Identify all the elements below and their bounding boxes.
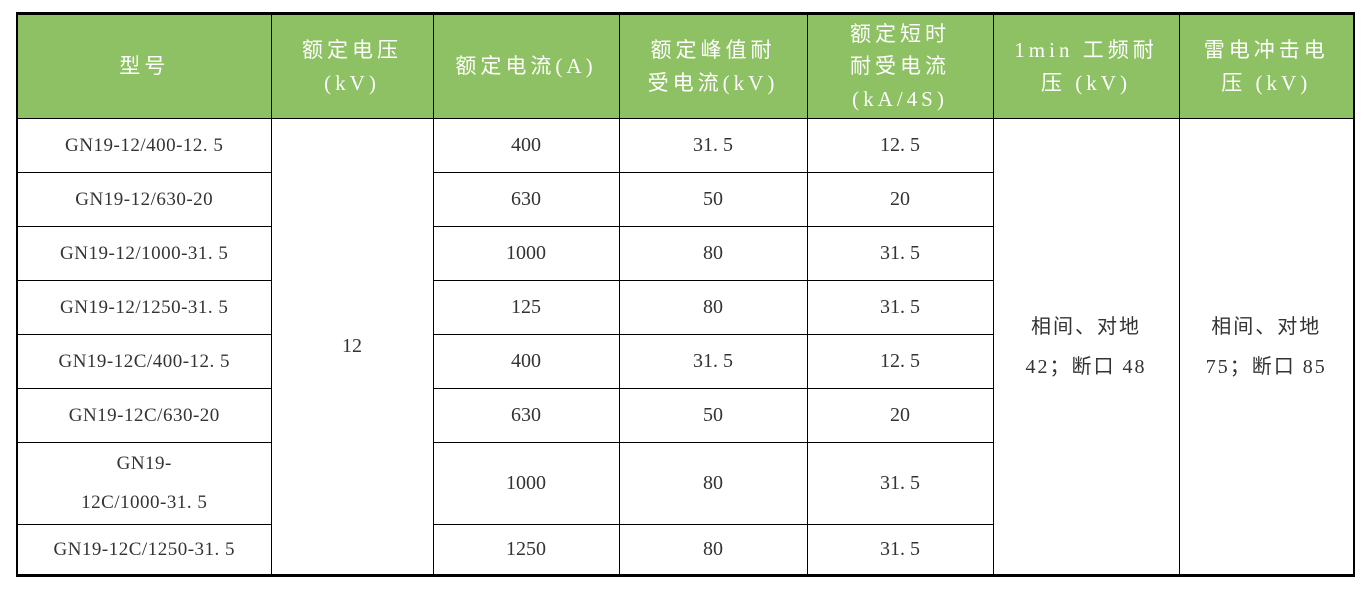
short-time-cell: 31. 5 — [806, 442, 994, 525]
power-frequency-merged-cell: 相间、对地 42；断口 48 — [992, 118, 1180, 576]
current-cell: 400 — [432, 118, 620, 173]
header-model-line: 型号 — [119, 54, 170, 79]
model-cell: GN19-12/1250-31. 5 — [16, 280, 272, 335]
current-cell: 125 — [432, 280, 620, 335]
model-cell: GN19-12C/630-20 — [16, 388, 272, 443]
current-cell: 1000 — [432, 226, 620, 281]
peak-cell: 50 — [618, 388, 808, 443]
model-cell: GN19-12/400-12. 5 — [16, 118, 272, 173]
header-peak-withstand-current: 额定峰值耐 受电流(kV) — [618, 13, 808, 119]
short-time-cell: 31. 5 — [806, 226, 994, 281]
peak-cell: 80 — [618, 524, 808, 576]
peak-cell: 50 — [618, 172, 808, 227]
rated-voltage-merged-cell: 12 — [270, 118, 434, 576]
current-cell: 1250 — [432, 524, 620, 576]
model-cell: GN19-12C/400-12. 5 — [16, 334, 272, 389]
table-row: GN19-12C/400-12. 5 400 31. 5 12. 5 — [16, 334, 1354, 389]
short-time-cell: 20 — [806, 388, 994, 443]
current-cell: 1000 — [432, 442, 620, 525]
table-row: GN19-12/630-20 630 50 20 — [16, 172, 1354, 227]
peak-cell: 31. 5 — [618, 118, 808, 173]
header-rated-current: 额定电流(A) — [432, 13, 620, 119]
short-time-cell: 31. 5 — [806, 524, 994, 576]
model-cell: GN19-12C/1250-31. 5 — [16, 524, 272, 576]
table-row: GN19-12/1250-31. 5 125 80 31. 5 — [16, 280, 1354, 335]
current-cell: 400 — [432, 334, 620, 389]
model-cell: GN19-12/630-20 — [16, 172, 272, 227]
lightning-impulse-merged-cell: 相间、对地 75；断口 85 — [1178, 118, 1355, 576]
table-row: GN19-12/1000-31. 5 1000 80 31. 5 — [16, 226, 1354, 281]
header-row: 型号 额定电压 (kV) 额定电流(A) 额定峰值耐 受电流(kV) 额定短时 … — [16, 13, 1355, 119]
current-cell: 630 — [432, 172, 620, 227]
header-model: 型号 — [16, 13, 272, 119]
header-lightning-impulse-voltage: 雷电冲击电 压 (kV) — [1178, 13, 1355, 119]
peak-cell: 80 — [618, 226, 808, 281]
current-cell: 630 — [432, 388, 620, 443]
model-cell: GN19- 12C/1000-31. 5 — [16, 442, 272, 525]
short-time-cell: 31. 5 — [806, 280, 994, 335]
header-short-time-withstand-current: 额定短时 耐受电流 (kA/4S) — [806, 13, 994, 119]
short-time-cell: 12. 5 — [806, 118, 994, 173]
peak-cell: 80 — [618, 442, 808, 525]
specifications-table: 型号 额定电压 (kV) 额定电流(A) 额定峰值耐 受电流(kV) 额定短时 … — [16, 12, 1355, 577]
short-time-cell: 12. 5 — [806, 334, 994, 389]
table-row: GN19- 12C/1000-31. 5 1000 80 31. 5 — [16, 442, 1354, 525]
short-time-cell: 20 — [806, 172, 994, 227]
peak-cell: 80 — [618, 280, 808, 335]
table-row: GN19-12C/1250-31. 5 1250 80 31. 5 — [16, 524, 1354, 576]
header-rated-voltage: 额定电压 (kV) — [270, 13, 434, 119]
model-cell: GN19-12/1000-31. 5 — [16, 226, 272, 281]
header-power-frequency-withstand-voltage: 1min 工频耐 压 (kV) — [992, 13, 1180, 119]
table-row: GN19-12/400-12. 5 12 400 31. 5 12. 5 相间、… — [16, 118, 1355, 576]
table-row: GN19-12C/630-20 630 50 20 — [16, 388, 1354, 443]
peak-cell: 31. 5 — [618, 334, 808, 389]
